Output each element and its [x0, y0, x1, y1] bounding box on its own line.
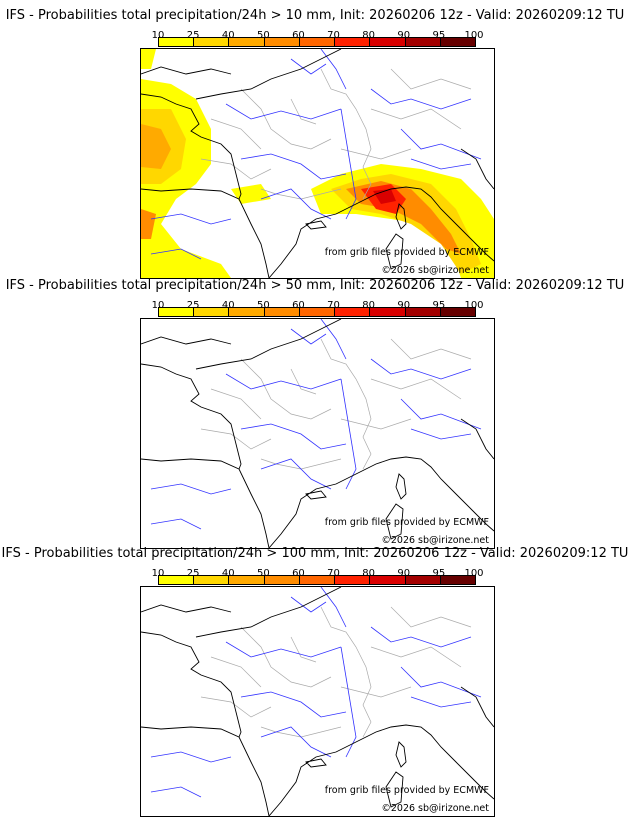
precipitation-probability-shading — [141, 49, 494, 278]
colorbar-segment — [159, 38, 195, 46]
copyright-credit: ©2026 sb@irizone.net — [381, 535, 489, 546]
panel-title: IFS - Probabilities total precipitation/… — [1, 546, 629, 561]
colorbar-segment — [440, 308, 475, 316]
colorbar-segment — [159, 576, 195, 584]
colorbar-tick-label: 10 — [151, 568, 165, 579]
forecast-panel: IFS - Probabilities total precipitation/… — [0, 546, 630, 817]
colorbar-segment — [370, 308, 406, 316]
colorbar-tick-label: 50 — [256, 300, 270, 311]
map-drawing — [141, 49, 494, 278]
precip-probability-area — [141, 124, 171, 169]
colorbar-segment — [299, 38, 336, 46]
colorbar-tick-label: 70 — [327, 30, 340, 41]
coastlines — [141, 587, 494, 816]
colorbar-tick-label: 50 — [256, 568, 270, 579]
colorbar-tick-label: 25 — [186, 300, 200, 311]
colorbar-segment — [405, 308, 441, 316]
colorbar-tick-label: 25 — [186, 568, 200, 579]
source-credit: from grib files provided by ECMWF — [324, 247, 489, 258]
colorbar-segment — [194, 308, 230, 316]
country-borders — [200, 68, 472, 200]
rivers — [150, 587, 482, 798]
colorbar-tick-label: 95 — [432, 300, 446, 311]
colorbar-tick-label: 40 — [221, 300, 235, 311]
panel-title: IFS - Probabilities total precipitation/… — [5, 8, 625, 23]
colorbar-tick-label: 90 — [397, 568, 411, 579]
precip-probability-area — [141, 49, 156, 69]
colorbar-tick-label: 100 — [464, 568, 484, 579]
colorbar-tick-label: 80 — [362, 568, 376, 579]
colorbar-tick-label: 40 — [221, 30, 235, 41]
colorbar-segment — [299, 308, 336, 316]
rivers — [150, 49, 482, 260]
map-drawing — [141, 319, 494, 548]
coastlines — [141, 319, 494, 548]
colorbar-tick-label: 60 — [292, 300, 305, 311]
colorbar-segment — [440, 576, 475, 584]
colorbar-tick-label: 60 — [292, 30, 305, 41]
colorbar-segment — [299, 576, 336, 584]
precip-probability-area — [231, 184, 271, 204]
colorbar — [158, 37, 476, 47]
colorbar-tick-label: 70 — [327, 568, 340, 579]
colorbar-ticks: 10 25 40 50 60 70 80 90 95 100 — [152, 30, 484, 42]
colorbar-segment — [370, 38, 406, 46]
copyright-credit: ©2026 sb@irizone.net — [381, 265, 489, 276]
colorbar-tick-label: 10 — [151, 300, 165, 311]
colorbar-tick-label: 100 — [464, 300, 484, 311]
colorbar-segment — [335, 308, 371, 316]
country-borders — [200, 606, 472, 738]
forecast-panel: IFS - Probabilities total precipitation/… — [0, 8, 630, 279]
map-drawing — [141, 587, 494, 816]
colorbar-tick-label: 90 — [397, 300, 411, 311]
colorbar-segment — [229, 38, 265, 46]
colorbar-ticks: 10 25 40 50 60 70 80 90 95 100 — [152, 568, 484, 580]
colorbar-segment — [264, 38, 300, 46]
colorbar-tick-label: 95 — [432, 30, 446, 41]
colorbar-tick-label: 10 — [151, 30, 165, 41]
colorbar-segment — [194, 38, 230, 46]
colorbar-tick-label: 95 — [432, 568, 446, 579]
colorbar-segment — [405, 38, 441, 46]
rivers — [150, 319, 482, 530]
colorbar-segment — [194, 576, 230, 584]
coastlines — [141, 49, 494, 278]
colorbar-tick-label: 50 — [256, 30, 270, 41]
probability-map: from grib files provided by ECMWF ©2026 … — [140, 586, 495, 817]
copyright-credit: ©2026 sb@irizone.net — [381, 803, 489, 814]
probability-map: from grib files provided by ECMWF ©2026 … — [140, 48, 495, 279]
panel-title: IFS - Probabilities total precipitation/… — [5, 278, 625, 293]
colorbar-tick-label: 80 — [362, 30, 376, 41]
colorbar-segment — [335, 38, 371, 46]
colorbar-segment — [264, 576, 300, 584]
colorbar-tick-label: 100 — [464, 30, 484, 41]
source-credit: from grib files provided by ECMWF — [324, 517, 489, 528]
colorbar-tick-label: 60 — [292, 568, 305, 579]
country-borders — [200, 338, 472, 470]
colorbar-segment — [370, 576, 406, 584]
colorbar-segment — [229, 576, 265, 584]
probability-map: from grib files provided by ECMWF ©2026 … — [140, 318, 495, 549]
colorbar — [158, 575, 476, 585]
colorbar-tick-label: 25 — [186, 30, 200, 41]
colorbar-tick-label: 80 — [362, 300, 376, 311]
source-credit: from grib files provided by ECMWF — [324, 785, 489, 796]
colorbar-tick-label: 90 — [397, 30, 411, 41]
colorbar-segment — [159, 308, 195, 316]
colorbar-tick-label: 70 — [327, 300, 340, 311]
precip-probability-area — [141, 209, 156, 239]
colorbar-segment — [440, 38, 475, 46]
colorbar-segment — [405, 576, 441, 584]
colorbar — [158, 307, 476, 317]
colorbar-segment — [264, 308, 300, 316]
colorbar-segment — [335, 576, 371, 584]
colorbar-tick-label: 40 — [221, 568, 235, 579]
colorbar-segment — [229, 308, 265, 316]
forecast-panel: IFS - Probabilities total precipitation/… — [0, 278, 630, 549]
colorbar-ticks: 10 25 40 50 60 70 80 90 95 100 — [152, 300, 484, 312]
